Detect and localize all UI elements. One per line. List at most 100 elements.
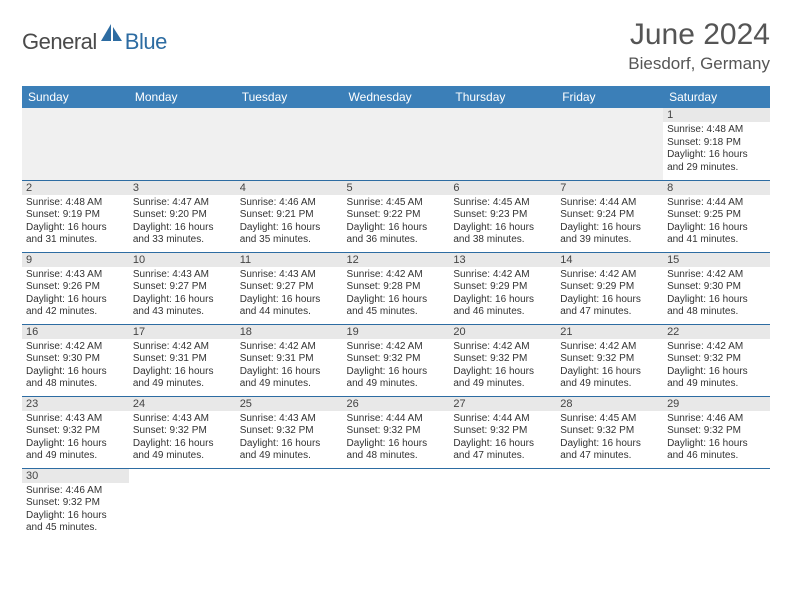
daylight-line: Daylight: 16 hours and 49 minutes. bbox=[240, 438, 339, 463]
day-details: Sunrise: 4:43 AMSunset: 9:32 PMDaylight:… bbox=[26, 413, 125, 463]
daylight-line: Daylight: 16 hours and 49 minutes. bbox=[240, 366, 339, 391]
sunset-line: Sunset: 9:18 PM bbox=[667, 137, 766, 150]
calendar-cell bbox=[449, 468, 556, 540]
sunset-line: Sunset: 9:32 PM bbox=[347, 353, 446, 366]
logo: General Blue bbox=[22, 24, 167, 59]
calendar-cell: 24Sunrise: 4:43 AMSunset: 9:32 PMDayligh… bbox=[129, 396, 236, 468]
day-number: 5 bbox=[343, 181, 450, 195]
day-details: Sunrise: 4:46 AMSunset: 9:21 PMDaylight:… bbox=[240, 197, 339, 247]
day-details: Sunrise: 4:46 AMSunset: 9:32 PMDaylight:… bbox=[667, 413, 766, 463]
sunset-line: Sunset: 9:30 PM bbox=[667, 281, 766, 294]
day-number: 27 bbox=[449, 397, 556, 411]
sunset-line: Sunset: 9:32 PM bbox=[560, 353, 659, 366]
sunset-line: Sunset: 9:31 PM bbox=[133, 353, 232, 366]
daylight-line: Daylight: 16 hours and 47 minutes. bbox=[453, 438, 552, 463]
sunset-line: Sunset: 9:32 PM bbox=[560, 425, 659, 438]
daylight-line: Daylight: 16 hours and 41 minutes. bbox=[667, 222, 766, 247]
sunrise-line: Sunrise: 4:48 AM bbox=[667, 124, 766, 137]
dayname-wednesday: Wednesday bbox=[343, 86, 450, 108]
logo-text-general: General bbox=[22, 29, 97, 55]
day-details: Sunrise: 4:42 AMSunset: 9:32 PMDaylight:… bbox=[667, 341, 766, 391]
day-number: 8 bbox=[663, 181, 770, 195]
calendar-row: 16Sunrise: 4:42 AMSunset: 9:30 PMDayligh… bbox=[22, 324, 770, 396]
day-number: 18 bbox=[236, 325, 343, 339]
calendar-cell: 19Sunrise: 4:42 AMSunset: 9:32 PMDayligh… bbox=[343, 324, 450, 396]
dayname-tuesday: Tuesday bbox=[236, 86, 343, 108]
day-number: 26 bbox=[343, 397, 450, 411]
sunrise-line: Sunrise: 4:47 AM bbox=[133, 197, 232, 210]
sunset-line: Sunset: 9:29 PM bbox=[560, 281, 659, 294]
sunrise-line: Sunrise: 4:42 AM bbox=[560, 269, 659, 282]
daylight-line: Daylight: 16 hours and 29 minutes. bbox=[667, 149, 766, 174]
daylight-line: Daylight: 16 hours and 49 minutes. bbox=[26, 438, 125, 463]
day-number: 25 bbox=[236, 397, 343, 411]
day-details: Sunrise: 4:43 AMSunset: 9:27 PMDaylight:… bbox=[240, 269, 339, 319]
calendar-cell: 8Sunrise: 4:44 AMSunset: 9:25 PMDaylight… bbox=[663, 180, 770, 252]
daylight-line: Daylight: 16 hours and 36 minutes. bbox=[347, 222, 446, 247]
sunrise-line: Sunrise: 4:46 AM bbox=[667, 413, 766, 426]
calendar-cell: 14Sunrise: 4:42 AMSunset: 9:29 PMDayligh… bbox=[556, 252, 663, 324]
day-number: 22 bbox=[663, 325, 770, 339]
sunset-line: Sunset: 9:27 PM bbox=[240, 281, 339, 294]
daylight-line: Daylight: 16 hours and 48 minutes. bbox=[667, 294, 766, 319]
daylight-line: Daylight: 16 hours and 47 minutes. bbox=[560, 438, 659, 463]
daylight-line: Daylight: 16 hours and 49 minutes. bbox=[667, 366, 766, 391]
calendar-table: SundayMondayTuesdayWednesdayThursdayFrid… bbox=[22, 86, 770, 540]
sunset-line: Sunset: 9:29 PM bbox=[453, 281, 552, 294]
calendar-cell: 26Sunrise: 4:44 AMSunset: 9:32 PMDayligh… bbox=[343, 396, 450, 468]
day-number: 23 bbox=[22, 397, 129, 411]
sunrise-line: Sunrise: 4:46 AM bbox=[240, 197, 339, 210]
calendar-cell bbox=[556, 468, 663, 540]
daylight-line: Daylight: 16 hours and 49 minutes. bbox=[560, 366, 659, 391]
sunrise-line: Sunrise: 4:42 AM bbox=[453, 341, 552, 354]
sunrise-line: Sunrise: 4:46 AM bbox=[26, 485, 125, 498]
sunrise-line: Sunrise: 4:43 AM bbox=[26, 413, 125, 426]
day-details: Sunrise: 4:42 AMSunset: 9:30 PMDaylight:… bbox=[26, 341, 125, 391]
calendar-row: 23Sunrise: 4:43 AMSunset: 9:32 PMDayligh… bbox=[22, 396, 770, 468]
calendar-cell: 9Sunrise: 4:43 AMSunset: 9:26 PMDaylight… bbox=[22, 252, 129, 324]
calendar-cell: 20Sunrise: 4:42 AMSunset: 9:32 PMDayligh… bbox=[449, 324, 556, 396]
day-number: 29 bbox=[663, 397, 770, 411]
calendar-cell: 30Sunrise: 4:46 AMSunset: 9:32 PMDayligh… bbox=[22, 468, 129, 540]
daylight-line: Daylight: 16 hours and 31 minutes. bbox=[26, 222, 125, 247]
day-details: Sunrise: 4:43 AMSunset: 9:32 PMDaylight:… bbox=[240, 413, 339, 463]
calendar-cell bbox=[129, 108, 236, 180]
sunset-line: Sunset: 9:31 PM bbox=[240, 353, 339, 366]
sail-icon bbox=[101, 24, 123, 47]
calendar-cell: 28Sunrise: 4:45 AMSunset: 9:32 PMDayligh… bbox=[556, 396, 663, 468]
sunset-line: Sunset: 9:32 PM bbox=[240, 425, 339, 438]
calendar-cell bbox=[663, 468, 770, 540]
sunset-line: Sunset: 9:30 PM bbox=[26, 353, 125, 366]
day-number: 28 bbox=[556, 397, 663, 411]
sunrise-line: Sunrise: 4:48 AM bbox=[26, 197, 125, 210]
day-details: Sunrise: 4:48 AMSunset: 9:19 PMDaylight:… bbox=[26, 197, 125, 247]
calendar-cell: 15Sunrise: 4:42 AMSunset: 9:30 PMDayligh… bbox=[663, 252, 770, 324]
day-details: Sunrise: 4:44 AMSunset: 9:32 PMDaylight:… bbox=[453, 413, 552, 463]
day-details: Sunrise: 4:43 AMSunset: 9:26 PMDaylight:… bbox=[26, 269, 125, 319]
daylight-line: Daylight: 16 hours and 42 minutes. bbox=[26, 294, 125, 319]
daylight-line: Daylight: 16 hours and 33 minutes. bbox=[133, 222, 232, 247]
day-number: 12 bbox=[343, 253, 450, 267]
day-details: Sunrise: 4:42 AMSunset: 9:31 PMDaylight:… bbox=[240, 341, 339, 391]
sunrise-line: Sunrise: 4:43 AM bbox=[26, 269, 125, 282]
month-title: June 2024 bbox=[628, 18, 770, 52]
calendar-cell: 12Sunrise: 4:42 AMSunset: 9:28 PMDayligh… bbox=[343, 252, 450, 324]
sunset-line: Sunset: 9:24 PM bbox=[560, 209, 659, 222]
day-number: 13 bbox=[449, 253, 556, 267]
sunset-line: Sunset: 9:22 PM bbox=[347, 209, 446, 222]
title-block: June 2024 Biesdorf, Germany bbox=[628, 18, 770, 74]
calendar-cell: 29 Sunrise: 4:46 AMSunset: 9:32 PMDayligh… bbox=[663, 396, 770, 468]
day-number: 10 bbox=[129, 253, 236, 267]
sunset-line: Sunset: 9:32 PM bbox=[667, 425, 766, 438]
sunrise-line: Sunrise: 4:44 AM bbox=[453, 413, 552, 426]
day-number: 15 bbox=[663, 253, 770, 267]
daylight-line: Daylight: 16 hours and 46 minutes. bbox=[667, 438, 766, 463]
calendar-cell: 17Sunrise: 4:42 AMSunset: 9:31 PMDayligh… bbox=[129, 324, 236, 396]
day-details: Sunrise: 4:45 AMSunset: 9:23 PMDaylight:… bbox=[453, 197, 552, 247]
calendar-cell bbox=[343, 108, 450, 180]
sunrise-line: Sunrise: 4:42 AM bbox=[560, 341, 659, 354]
sunset-line: Sunset: 9:19 PM bbox=[26, 209, 125, 222]
daylight-line: Daylight: 16 hours and 45 minutes. bbox=[26, 510, 125, 535]
calendar-cell: 3Sunrise: 4:47 AMSunset: 9:20 PMDaylight… bbox=[129, 180, 236, 252]
sunset-line: Sunset: 9:32 PM bbox=[26, 497, 125, 510]
